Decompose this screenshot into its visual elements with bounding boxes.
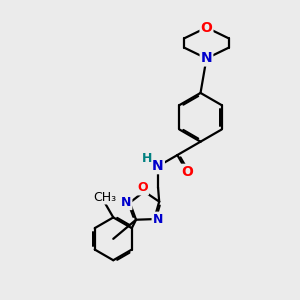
Text: N: N <box>152 159 164 173</box>
Text: H: H <box>142 152 152 165</box>
Text: N: N <box>201 52 212 65</box>
Text: O: O <box>137 182 148 194</box>
Text: O: O <box>181 165 193 179</box>
Text: N: N <box>153 213 163 226</box>
Text: N: N <box>121 196 131 209</box>
Text: O: O <box>200 20 212 34</box>
Text: CH₃: CH₃ <box>94 191 117 204</box>
